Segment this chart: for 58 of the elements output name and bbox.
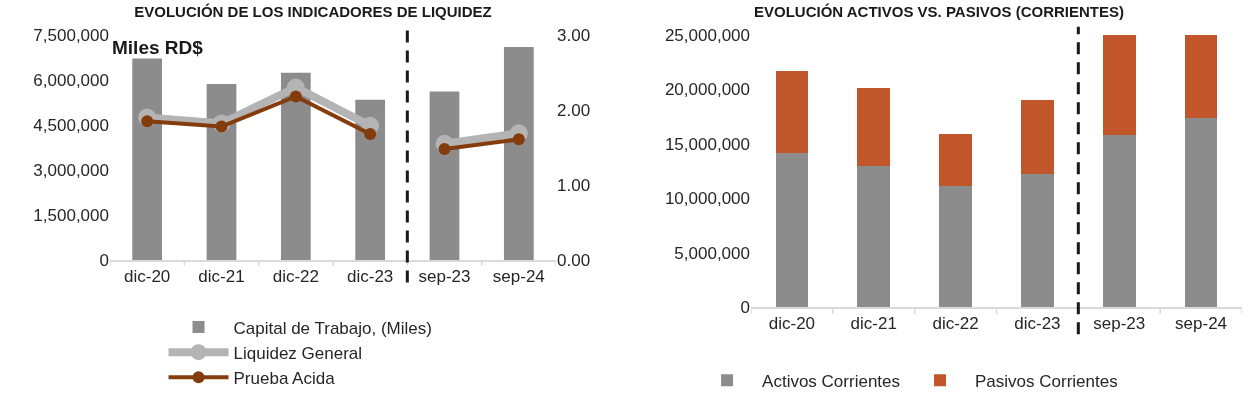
x-tick-label: dic-23 [1014,314,1061,334]
y-tick-label: 15,000,000 [664,134,750,154]
bar [503,47,534,260]
legend-label: Capital de Trabajo, (Miles) [233,318,432,338]
x-tick-label: dic-23 [347,267,394,287]
point [438,143,451,155]
legend-label: Prueba Acida [233,368,336,388]
x-tick-label: sep-23 [418,267,471,287]
y-tick-label: 0 [740,297,750,317]
bar [429,91,460,260]
x-tick-label: dic-20 [768,314,816,334]
y-tick-label: 25,000,000 [664,25,750,45]
bar [857,165,891,307]
bar [1184,117,1218,307]
x-tick-label: sep-24 [492,267,545,287]
y-tick-label: 5,000,000 [674,243,750,263]
point [289,90,302,103]
y-tick-label: 3,000,000 [33,160,109,180]
y2-tick-label: 0.00 [557,250,591,270]
bar [1021,100,1054,175]
bar [1102,35,1136,136]
chart-title: EVOLUCIÓN DE LOS INDICADORES DE LIQUIDEZ [134,2,492,20]
x-tick-label: dic-21 [198,267,245,287]
y-tick-label: 4,500,000 [33,115,109,135]
point [141,115,154,128]
bar [355,99,386,260]
point [364,128,377,140]
legend-label: Pasivos Corrientes [975,371,1118,391]
chart-title: EVOLUCIÓN ACTIVOS VS. PASIVOS (CORRIENTES) [753,2,1125,20]
bar [1184,35,1218,118]
bar [775,152,809,307]
annotation: Miles RD$ [112,37,204,58]
y-tick-label: 1,500,000 [33,205,109,225]
bar [939,186,972,307]
bar [857,88,891,166]
legend-label: Liquidez General [233,343,363,363]
y-tick-label: 7,500,000 [33,25,109,45]
x-tick-label: dic-20 [124,267,171,287]
bar [206,83,237,260]
y-tick-label: 20,000,000 [664,80,750,100]
x-tick-label: sep-24 [1175,314,1228,334]
x-tick-label: dic-21 [850,314,897,334]
bar [1102,135,1136,307]
x-tick-label: sep-23 [1093,314,1146,334]
y2-tick-label: 2.00 [557,100,591,120]
y-tick-label: 6,000,000 [33,70,109,90]
legend-label: Activos Corrientes [762,371,901,391]
x-tick-label: dic-22 [932,314,979,334]
y2-tick-label: 1.00 [557,175,591,195]
bar [939,134,972,187]
bar [280,72,311,260]
x-tick-label: dic-22 [272,267,319,287]
y-tick-label: 10,000,000 [664,189,750,209]
bar [1021,174,1054,307]
y2-tick-label: 3.00 [557,25,591,45]
y-tick-label: 0 [99,250,109,270]
bar [132,58,163,260]
bar [775,70,809,153]
